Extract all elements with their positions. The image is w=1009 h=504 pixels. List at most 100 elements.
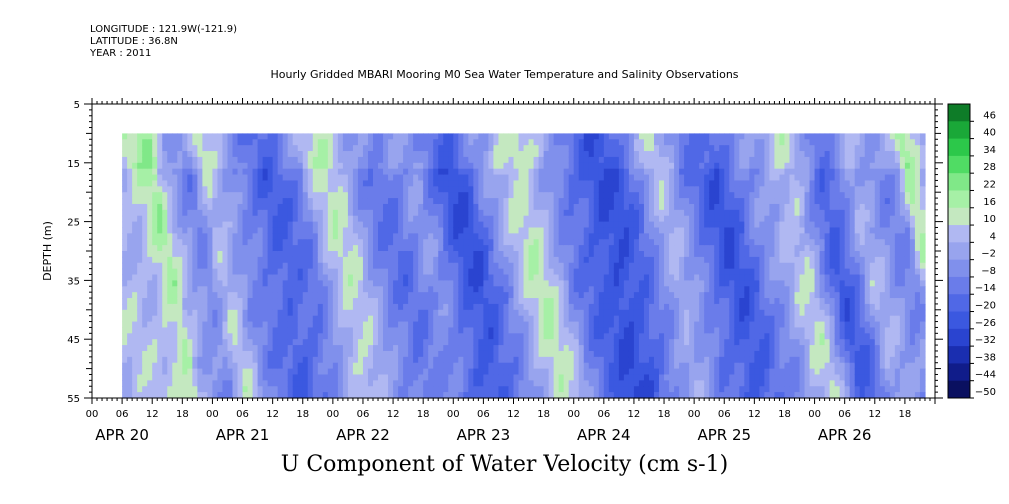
heatmap-cell <box>282 345 289 352</box>
heatmap-cell <box>659 245 665 252</box>
heatmap-cell <box>638 233 645 240</box>
heatmap-cell <box>297 239 304 246</box>
heatmap-cell <box>563 380 570 387</box>
heatmap-cell <box>483 386 490 393</box>
heatmap-cell <box>267 298 274 305</box>
heatmap-cell <box>664 227 670 234</box>
heatmap-cell <box>302 168 309 176</box>
heatmap-cell <box>638 227 645 234</box>
heatmap-cell <box>563 192 570 199</box>
heatmap-cell <box>127 374 133 381</box>
heatmap-cell <box>674 374 680 381</box>
heatmap-cell <box>232 203 239 211</box>
heatmap-cell <box>257 139 264 146</box>
heatmap-cell <box>448 162 454 170</box>
heatmap-cell <box>217 139 224 146</box>
heatmap-cell <box>659 321 665 329</box>
heatmap-cell <box>603 168 610 176</box>
heatmap-cell <box>378 145 384 152</box>
heatmap-cell <box>347 274 354 281</box>
heatmap-cell <box>478 139 484 146</box>
heatmap-cell <box>142 151 148 158</box>
heatmap-cell <box>659 386 665 393</box>
heatmap-cell <box>463 333 469 340</box>
heatmap-cell <box>137 386 143 393</box>
heatmap-cell <box>302 386 309 393</box>
heatmap-cell <box>403 333 409 340</box>
heatmap-cell <box>498 133 505 140</box>
heatmap-cell <box>393 368 399 376</box>
heatmap-cell <box>518 321 525 329</box>
heatmap-cell <box>132 209 138 217</box>
heatmap-cell <box>654 280 660 287</box>
heatmap-cell <box>312 227 319 234</box>
heatmap-cell <box>573 356 580 364</box>
heatmap-cell <box>297 209 304 217</box>
heatmap-cell <box>277 198 284 205</box>
heatmap-cell <box>127 380 133 387</box>
heatmap-cell <box>162 380 168 387</box>
heatmap-cell <box>593 151 600 158</box>
heatmap-cell <box>357 298 364 305</box>
heatmap-cell <box>543 298 550 305</box>
heatmap-cell <box>127 198 133 205</box>
heatmap-cell <box>518 392 525 399</box>
heatmap-cell <box>187 374 193 381</box>
heatmap-cell <box>659 392 665 399</box>
heatmap-cell <box>513 209 520 217</box>
heatmap-cell <box>453 315 459 323</box>
heatmap-cell <box>398 251 404 258</box>
heatmap-cell <box>538 221 545 229</box>
heatmap-cell <box>362 186 369 193</box>
heatmap-cell <box>217 268 224 276</box>
heatmap-cell <box>232 162 239 170</box>
heatmap-cell <box>187 321 193 329</box>
heatmap-cell <box>628 145 635 152</box>
heatmap-cell <box>508 239 515 246</box>
heatmap-cell <box>172 227 178 234</box>
heatmap-cell <box>187 345 193 352</box>
heatmap-cell <box>122 162 128 170</box>
heatmap-cell <box>563 245 570 252</box>
heatmap-cell <box>398 256 404 264</box>
heatmap-cell <box>267 274 274 281</box>
heatmap-cell <box>267 292 274 299</box>
heatmap-cell <box>423 203 429 211</box>
heatmap-cell <box>458 251 464 258</box>
heatmap-cell <box>573 227 580 234</box>
heatmap-cell <box>157 386 163 393</box>
heatmap-cell <box>618 303 625 311</box>
heatmap-cell <box>443 298 449 305</box>
heatmap-cell <box>172 233 178 240</box>
heatmap-cell <box>162 215 168 223</box>
heatmap-cell <box>398 333 404 340</box>
heatmap-cell <box>212 221 219 229</box>
heatmap-cell <box>428 309 434 317</box>
heatmap-cell <box>207 239 214 246</box>
heatmap-cell <box>513 156 520 164</box>
heatmap-cell <box>588 198 595 205</box>
heatmap-cell <box>142 286 148 293</box>
heatmap-cell <box>227 274 234 281</box>
heatmap-cell <box>603 374 610 381</box>
heatmap-cell <box>322 309 329 317</box>
heatmap-cell <box>543 350 550 358</box>
heatmap-cell <box>623 368 630 376</box>
heatmap-cell <box>212 262 219 270</box>
heatmap-cell <box>222 145 229 152</box>
heatmap-cell <box>538 386 545 393</box>
heatmap-cell <box>357 374 364 381</box>
heatmap-cell <box>302 186 309 193</box>
heatmap-cell <box>222 292 229 299</box>
heatmap-cell <box>122 145 128 152</box>
heatmap-cell <box>648 303 655 311</box>
heatmap-cell <box>638 321 645 329</box>
heatmap-cell <box>573 280 580 287</box>
heatmap-cell <box>393 233 399 240</box>
heatmap-cell <box>207 315 214 323</box>
heatmap-cell <box>312 362 319 370</box>
heatmap-cell <box>352 333 359 340</box>
heatmap-cell <box>428 168 434 176</box>
heatmap-cell <box>327 203 334 211</box>
heatmap-cell <box>613 368 620 376</box>
